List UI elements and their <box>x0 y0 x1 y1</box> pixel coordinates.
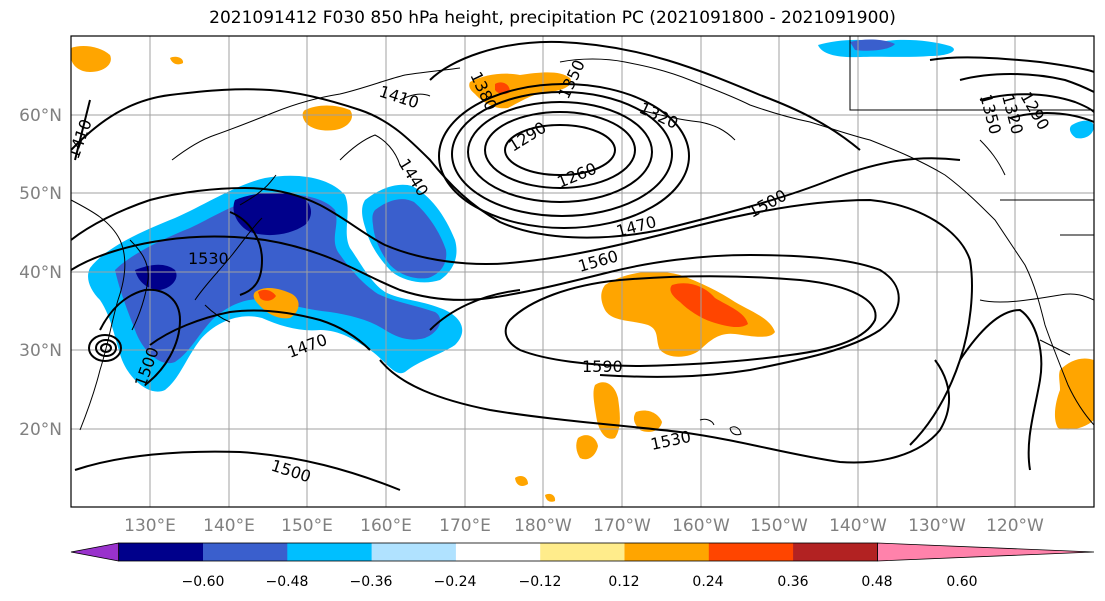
colorbar-bin <box>118 543 204 561</box>
coastlines <box>71 36 1094 436</box>
lon-label: 120°W <box>986 516 1044 536</box>
colorbar-outline <box>118 542 878 562</box>
colorbar-tick-label: 0.36 <box>777 574 808 590</box>
colorbar-bin <box>708 543 794 561</box>
colorbar-extend-min <box>70 542 120 562</box>
colorbar-bin <box>455 543 541 561</box>
colorbar-bin <box>793 543 878 561</box>
lat-label: 20°N <box>19 420 62 440</box>
colorbar-tick-label: −0.12 <box>519 574 562 590</box>
colorbar-tick-label: −0.48 <box>266 574 309 590</box>
lon-label: 150°W <box>750 516 808 536</box>
height-contours <box>71 40 1094 491</box>
colorbar-tick-label: 0.48 <box>861 574 892 590</box>
lon-label: 150°E <box>281 516 333 536</box>
lat-label: 40°N <box>19 263 62 283</box>
lon-label: 130°E <box>124 516 176 536</box>
map-area: 1410 1410 1380 1350 1320 1290 1260 1440 … <box>71 36 1094 507</box>
lon-label: 140°W <box>829 516 887 536</box>
longitude-labels: 130°E 140°E 150°E 160°E 170°E 180°W 170°… <box>124 516 1044 536</box>
colorbar-extend-max <box>877 542 1095 562</box>
lat-label: 60°N <box>19 106 62 126</box>
colorbar-tick-label: −0.36 <box>350 574 393 590</box>
map-frame <box>70 35 1095 508</box>
colorbar-bin <box>371 543 457 561</box>
lat-label: 30°N <box>19 341 62 361</box>
lon-label: 170°W <box>593 516 651 536</box>
colorbar-bin <box>203 543 288 561</box>
colorbar-bin <box>624 543 710 561</box>
colorbar-bin <box>540 543 625 561</box>
latitude-labels: 60°N 50°N 40°N 30°N 20°N <box>19 106 62 440</box>
colorbar-tick-label: 0.60 <box>946 574 977 590</box>
colorbar <box>70 542 1095 562</box>
colorbar-tick-label: −0.60 <box>182 574 225 590</box>
lon-label: 180°W <box>514 516 572 536</box>
positive-precip-region <box>601 271 775 357</box>
lat-label: 50°N <box>19 184 62 204</box>
lon-label: 130°W <box>908 516 966 536</box>
lon-label: 170°E <box>439 516 491 536</box>
map-title: 2021091412 F030 850 hPa height, precipit… <box>209 8 896 28</box>
lon-label: 160°E <box>360 516 412 536</box>
lon-label: 140°E <box>203 516 255 536</box>
contour-label: 1590 <box>582 357 623 376</box>
contour-label: 1530 <box>188 249 229 268</box>
colorbar-ticks: −0.60 −0.48 −0.36 −0.24 −0.12 0.12 0.24 … <box>182 574 978 590</box>
colorbar-tick-label: 0.12 <box>608 574 639 590</box>
colorbar-bin <box>287 543 373 561</box>
lon-label: 160°W <box>672 516 730 536</box>
colorbar-tick-label: −0.24 <box>434 574 477 590</box>
colorbar-tick-label: 0.24 <box>692 574 723 590</box>
